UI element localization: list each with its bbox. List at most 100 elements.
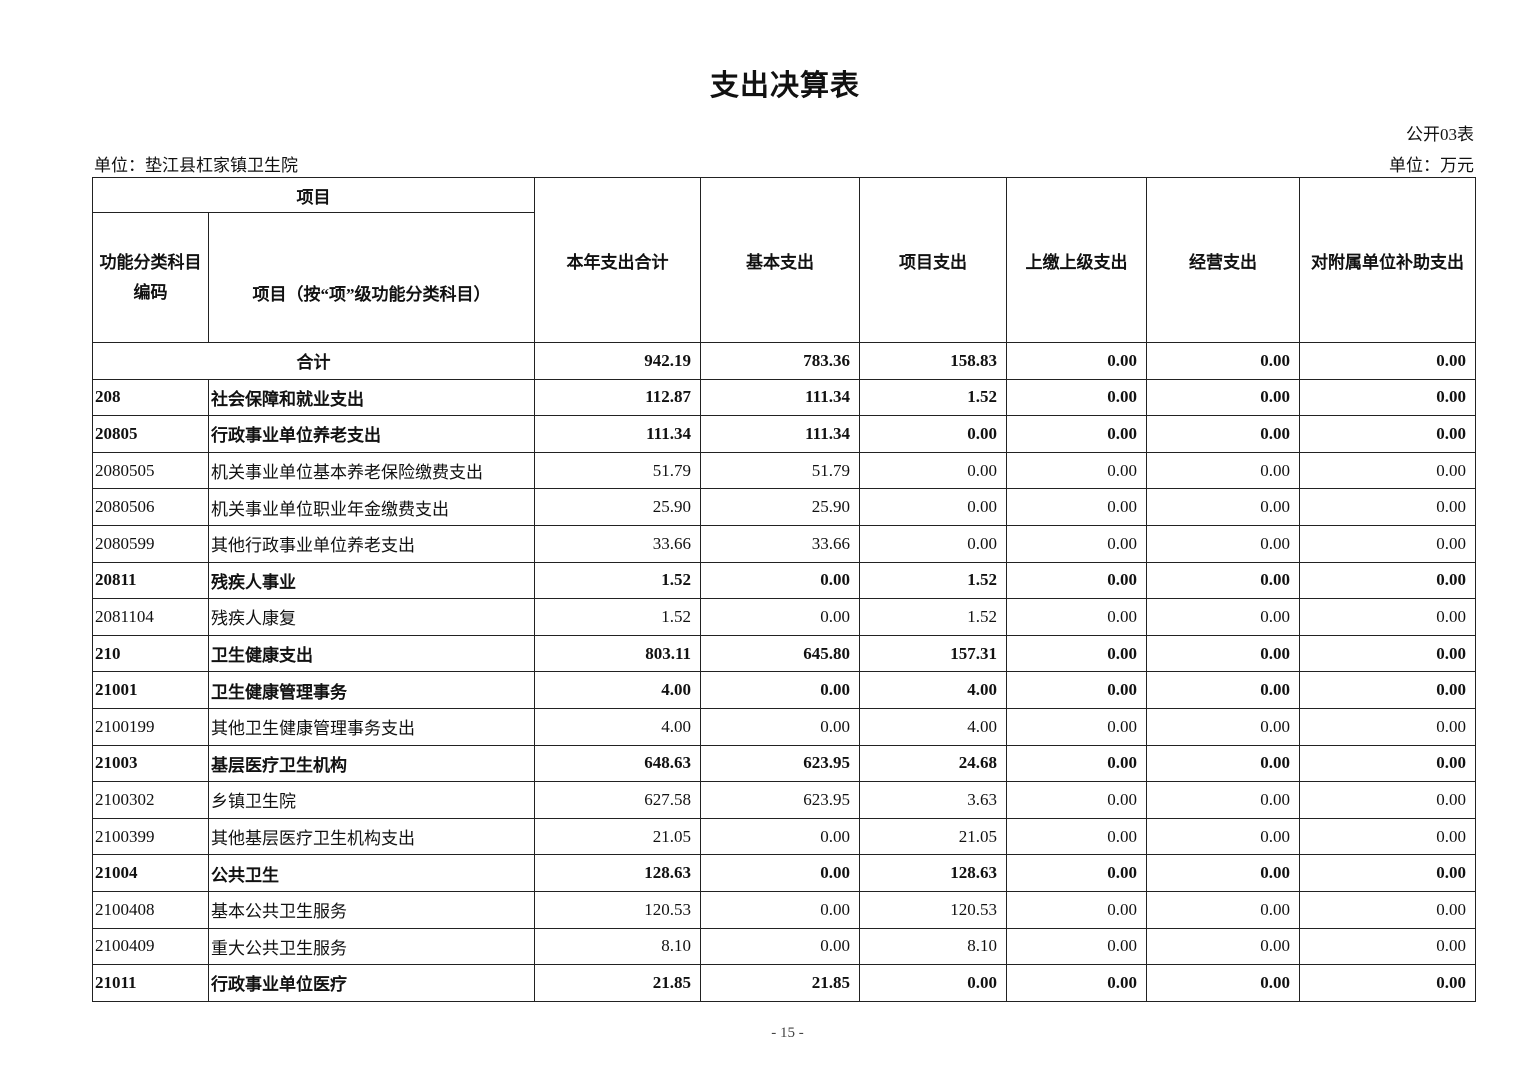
amount-cell: 0.00 xyxy=(1006,927,1147,966)
amount-cell: 0.00 xyxy=(1006,451,1147,490)
table-row: 21001 卫生健康管理事务 4.00 0.00 4.00 0.00 0.00 0.00 xyxy=(92,671,1476,709)
amount-cell: 0.00 xyxy=(1299,817,1476,856)
subject-code: 20805 xyxy=(92,415,209,453)
total-label: 合计 xyxy=(92,342,535,380)
amount-cell: 0.00 xyxy=(1146,817,1300,856)
amount-cell: 0.00 xyxy=(859,488,1007,526)
subject-name: 其他卫生健康管理事务支出 xyxy=(208,707,535,746)
subject-name: 残疾人康复 xyxy=(208,598,535,636)
amount-cell: 0.00 xyxy=(700,598,860,636)
table-row: 2100199 其他卫生健康管理事务支出 4.00 0.00 4.00 0.00 0.00 0… xyxy=(92,707,1476,746)
subject-code: 21011 xyxy=(92,964,209,1002)
amount-cell: 1.52 xyxy=(534,561,701,600)
subject-code: 2080505 xyxy=(92,451,209,490)
subject-name: 重大公共卫生服务 xyxy=(208,927,535,966)
amount-cell: 4.00 xyxy=(534,671,701,709)
amount-cell: 0.00 xyxy=(1146,964,1300,1002)
amount-cell: 8.10 xyxy=(534,927,701,966)
amount-cell: 0.00 xyxy=(1006,817,1147,856)
amount-cell: 0.00 xyxy=(1146,927,1300,966)
amount-cell: 157.31 xyxy=(859,634,1007,673)
amount-cell: 0.00 xyxy=(700,854,860,892)
subject-code: 2100399 xyxy=(92,817,209,856)
amount-cell: 0.00 xyxy=(1299,415,1476,453)
amount-cell: 21.85 xyxy=(700,964,860,1002)
subject-code: 21001 xyxy=(92,671,209,709)
amount-cell: 0.00 xyxy=(1299,927,1476,966)
header-project-group: 项目 xyxy=(92,177,535,213)
amount-cell: 0.00 xyxy=(1006,415,1147,453)
amount-cell: 128.63 xyxy=(859,854,1007,892)
amount-cell: 0.00 xyxy=(700,817,860,856)
amount-cell: 25.90 xyxy=(700,488,860,526)
amount-cell: 0.00 xyxy=(1006,524,1147,563)
amount-cell: 51.79 xyxy=(534,451,701,490)
table-number: 公开03表 xyxy=(1406,125,1474,144)
total-value: 942.19 xyxy=(534,342,701,380)
amount-cell: 0.00 xyxy=(700,707,860,746)
subject-name: 基层医疗卫生机构 xyxy=(208,744,535,783)
amount-cell: 51.79 xyxy=(700,451,860,490)
total-value: 783.36 xyxy=(700,342,860,380)
amount-cell: 0.00 xyxy=(1299,451,1476,490)
subject-name: 机关事业单位职业年金缴费支出 xyxy=(208,488,535,526)
amount-cell: 0.00 xyxy=(1146,781,1300,819)
amount-cell: 0.00 xyxy=(1006,598,1147,636)
amount-cell: 25.90 xyxy=(534,488,701,526)
amount-cell: 0.00 xyxy=(1006,964,1147,1002)
subject-name: 公共卫生 xyxy=(208,854,535,892)
amount-cell: 0.00 xyxy=(1299,561,1476,600)
amount-cell: 0.00 xyxy=(1146,707,1300,746)
amount-cell: 3.63 xyxy=(859,781,1007,819)
table-row: 2100408 基本公共卫生服务 120.53 0.00 120.53 0.00 0.00 0… xyxy=(92,890,1476,929)
organization-unit: 单位：垫江县杠家镇卫生院 xyxy=(94,156,298,175)
header-project: 项目支出 xyxy=(859,177,1007,343)
amount-cell: 0.00 xyxy=(1006,488,1147,526)
amount-cell: 4.00 xyxy=(859,707,1007,746)
amount-cell: 648.63 xyxy=(534,744,701,783)
table-row: 2080599 其他行政事业单位养老支出 33.66 33.66 0.00 0.00 0.0… xyxy=(92,524,1476,563)
amount-cell: 1.52 xyxy=(859,561,1007,600)
amount-cell: 0.00 xyxy=(1006,854,1147,892)
amount-cell: 112.87 xyxy=(534,378,701,417)
total-value: 0.00 xyxy=(1299,342,1476,380)
currency-unit: 单位：万元 xyxy=(1389,156,1474,175)
subject-name: 乡镇卫生院 xyxy=(208,781,535,819)
subject-name: 基本公共卫生服务 xyxy=(208,890,535,929)
amount-cell: 0.00 xyxy=(859,964,1007,1002)
subject-code: 21003 xyxy=(92,744,209,783)
amount-cell: 1.52 xyxy=(859,378,1007,417)
amount-cell: 0.00 xyxy=(1299,598,1476,636)
total-value: 0.00 xyxy=(1006,342,1147,380)
subject-name: 行政事业单位养老支出 xyxy=(208,415,535,453)
amount-cell: 0.00 xyxy=(1006,671,1147,709)
amount-cell: 0.00 xyxy=(1006,781,1147,819)
subject-name: 机关事业单位基本养老保险缴费支出 xyxy=(208,451,535,490)
amount-cell: 0.00 xyxy=(1299,488,1476,526)
table-row: 2080506 机关事业单位职业年金缴费支出 25.90 25.90 0.00 0.00 0… xyxy=(92,488,1476,526)
amount-cell: 0.00 xyxy=(700,890,860,929)
expenditure-table: 项目 本年支出合计 基本支出 项目支出 上缴上级支出 经营支出 对附属单位补助支… xyxy=(92,177,1476,1002)
amount-cell: 0.00 xyxy=(1146,598,1300,636)
amount-cell: 33.66 xyxy=(700,524,860,563)
subject-name: 其他基层医疗卫生机构支出 xyxy=(208,817,535,856)
total-value: 0.00 xyxy=(1146,342,1300,380)
table-row: 2100302 乡镇卫生院 627.58 623.95 3.63 0.00 0.00 0.00 xyxy=(92,781,1476,819)
table-row: 2100399 其他基层医疗卫生机构支出 21.05 0.00 21.05 0.00 0.0… xyxy=(92,817,1476,856)
amount-cell: 0.00 xyxy=(1146,671,1300,709)
header-total: 本年支出合计 xyxy=(534,177,701,343)
subject-name: 社会保障和就业支出 xyxy=(208,378,535,417)
amount-cell: 0.00 xyxy=(1299,707,1476,746)
amount-cell: 0.00 xyxy=(1299,781,1476,819)
subject-code: 2080599 xyxy=(92,524,209,563)
amount-cell: 111.34 xyxy=(700,378,860,417)
amount-cell: 0.00 xyxy=(1146,634,1300,673)
table-row: 20811 残疾人事业 1.52 0.00 1.52 0.00 0.00 0.00 xyxy=(92,561,1476,600)
amount-cell: 0.00 xyxy=(859,451,1007,490)
table-row: 21004 公共卫生 128.63 0.00 128.63 0.00 0.00 0.00 xyxy=(92,854,1476,892)
amount-cell: 8.10 xyxy=(859,927,1007,966)
subject-code: 2081104 xyxy=(92,598,209,636)
amount-cell: 0.00 xyxy=(700,927,860,966)
amount-cell: 0.00 xyxy=(1146,488,1300,526)
subject-code: 2080506 xyxy=(92,488,209,526)
